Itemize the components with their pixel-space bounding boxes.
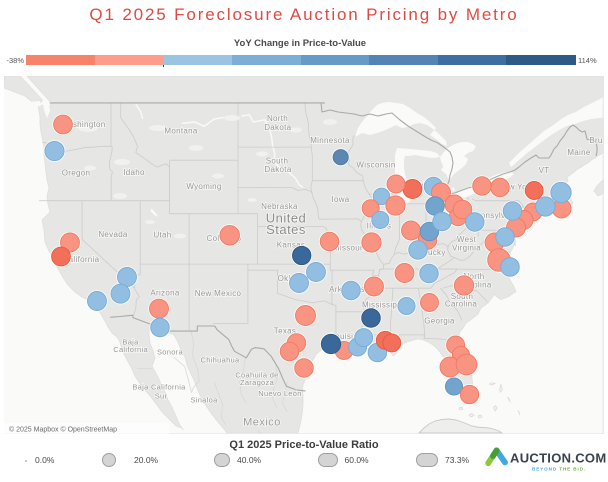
svg-text:Baja: Baja bbox=[122, 338, 139, 347]
svg-text:Virginia: Virginia bbox=[452, 243, 481, 252]
svg-text:AUCTION.COM: AUCTION.COM bbox=[510, 451, 606, 466]
svg-text:Zaragoza: Zaragoza bbox=[240, 378, 275, 387]
svg-text:Bru: Bru bbox=[589, 136, 602, 145]
svg-text:North: North bbox=[463, 272, 484, 281]
svg-text:Dakota: Dakota bbox=[264, 165, 291, 174]
svg-text:Wyoming: Wyoming bbox=[186, 182, 221, 191]
svg-text:Georgia: Georgia bbox=[424, 316, 455, 325]
svg-text:Nuevo León: Nuevo León bbox=[258, 389, 301, 398]
svg-text:United: United bbox=[266, 211, 307, 226]
svg-text:States: States bbox=[266, 222, 306, 237]
svg-text:South: South bbox=[451, 292, 473, 301]
svg-text:Sinaloa: Sinaloa bbox=[190, 396, 218, 405]
svg-text:Mexico: Mexico bbox=[243, 416, 281, 428]
svg-text:North: North bbox=[267, 114, 288, 123]
svg-text:Nebraska: Nebraska bbox=[261, 202, 298, 211]
svg-text:Montana: Montana bbox=[164, 126, 197, 135]
svg-text:Missouri: Missouri bbox=[333, 243, 365, 252]
svg-text:South: South bbox=[266, 156, 288, 165]
svg-text:Mississippi: Mississippi bbox=[362, 300, 404, 309]
svg-text:Oregon: Oregon bbox=[62, 168, 90, 177]
svg-text:Idaho: Idaho bbox=[123, 168, 145, 177]
svg-text:Coahuila de: Coahuila de bbox=[235, 371, 278, 380]
svg-text:California: California bbox=[113, 345, 148, 354]
svg-text:Dakota: Dakota bbox=[264, 123, 291, 132]
svg-text:Kansas: Kansas bbox=[277, 240, 305, 249]
svg-text:New Mexico: New Mexico bbox=[195, 289, 242, 298]
svg-text:Wisconsin: Wisconsin bbox=[356, 160, 395, 169]
svg-text:West: West bbox=[457, 235, 477, 244]
svg-text:BEYOND THE BID.: BEYOND THE BID. bbox=[532, 467, 586, 472]
svg-text:Michigan: Michigan bbox=[406, 181, 440, 190]
svg-text:Carolina: Carolina bbox=[445, 299, 477, 308]
svg-text:Nevada: Nevada bbox=[98, 230, 128, 239]
svg-text:California: California bbox=[63, 255, 100, 264]
svg-text:© 2025 Mapbox © OpenStreetMap: © 2025 Mapbox © OpenStreetMap bbox=[9, 426, 117, 434]
svg-text:Iowa: Iowa bbox=[331, 195, 349, 204]
svg-text:Sur: Sur bbox=[155, 392, 168, 401]
svg-text:Chihuahua: Chihuahua bbox=[201, 356, 241, 365]
svg-text:Washington: Washington bbox=[61, 120, 106, 129]
svg-text:Sonora: Sonora bbox=[157, 348, 184, 357]
svg-text:Baja California: Baja California bbox=[132, 383, 186, 392]
svg-text:Pennsylvania: Pennsylvania bbox=[470, 211, 521, 220]
svg-text:VT: VT bbox=[539, 166, 550, 175]
svg-text:Louisiana: Louisiana bbox=[331, 332, 368, 341]
svg-text:Minnesota: Minnesota bbox=[310, 136, 350, 145]
svg-text:Maine: Maine bbox=[567, 148, 591, 157]
svg-text:Carolina: Carolina bbox=[459, 280, 491, 289]
svg-text:New York: New York bbox=[498, 182, 535, 191]
svg-text:Arizona: Arizona bbox=[150, 288, 179, 297]
svg-text:Texas: Texas bbox=[274, 326, 296, 335]
svg-text:Utah: Utah bbox=[153, 230, 171, 239]
